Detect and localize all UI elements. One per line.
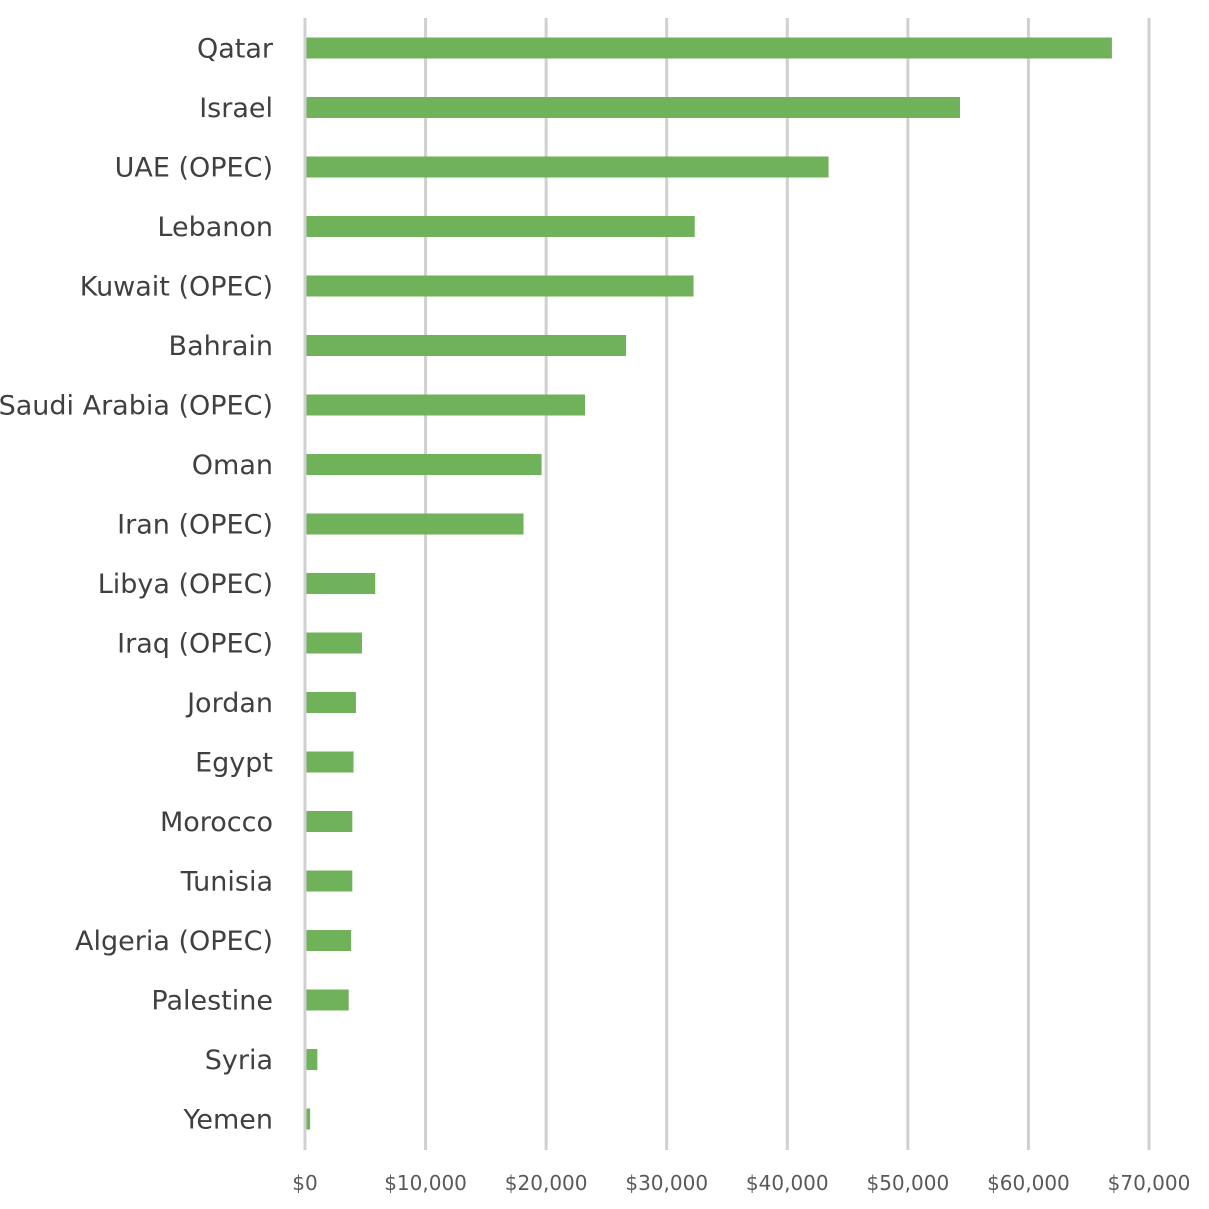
category-label: Yemen [182,1105,273,1136]
bar [306,97,960,118]
bar [306,1108,311,1130]
category-label: Oman [192,450,273,481]
category-label: Iran (OPEC) [117,510,273,541]
bar [306,335,627,356]
x-tick-label: $20,000 [505,1171,588,1195]
bar [306,573,376,594]
bar [306,37,1112,59]
category-label: Jordan [185,688,273,719]
x-tick-label: $10,000 [384,1171,467,1195]
category-label: Algeria (OPEC) [75,926,273,957]
category-label: Qatar [197,34,274,65]
category-label: UAE (OPEC) [115,153,273,184]
bar [306,751,354,773]
x-tick-label: $40,000 [746,1171,829,1195]
bar [306,692,356,713]
bar [306,513,524,535]
x-tick-label: $70,000 [1108,1171,1191,1195]
x-tick-label: $50,000 [866,1171,949,1195]
bar [306,870,353,892]
bar [306,216,695,237]
bar [306,930,352,951]
category-label: Saudi Arabia (OPEC) [0,391,273,422]
bar [306,394,586,416]
category-label: Bahrain [169,331,273,362]
x-axis-tick-labels: $0 $10,000 $20,000 $30,000 $40,000 $50,000 $60… [292,1171,1190,1195]
bar [306,275,694,297]
category-label: Lebanon [157,212,273,243]
x-tick-label: $30,000 [625,1171,708,1195]
category-label: Palestine [151,986,273,1017]
category-label: Syria [205,1045,273,1076]
bar [306,811,353,832]
category-label: Kuwait (OPEC) [80,272,273,303]
gridlines [303,18,1151,1150]
category-label: Tunisia [180,867,273,898]
category-labels: Qatar Israel UAE (OPEC) Lebanon Kuwait (OPEC… [0,34,274,1136]
category-label: Libya (OPEC) [98,569,273,600]
category-label: Egypt [195,748,273,779]
bar [306,454,542,475]
category-label: Iraq (OPEC) [117,629,273,660]
bar [306,1049,318,1070]
category-label: Israel [199,93,273,124]
bar [306,989,349,1011]
x-tick-label: $0 [292,1171,317,1195]
bar [306,632,362,654]
category-label: Morocco [160,807,273,838]
bars [306,37,1112,1130]
x-tick-label: $60,000 [987,1171,1070,1195]
bar [306,156,829,178]
